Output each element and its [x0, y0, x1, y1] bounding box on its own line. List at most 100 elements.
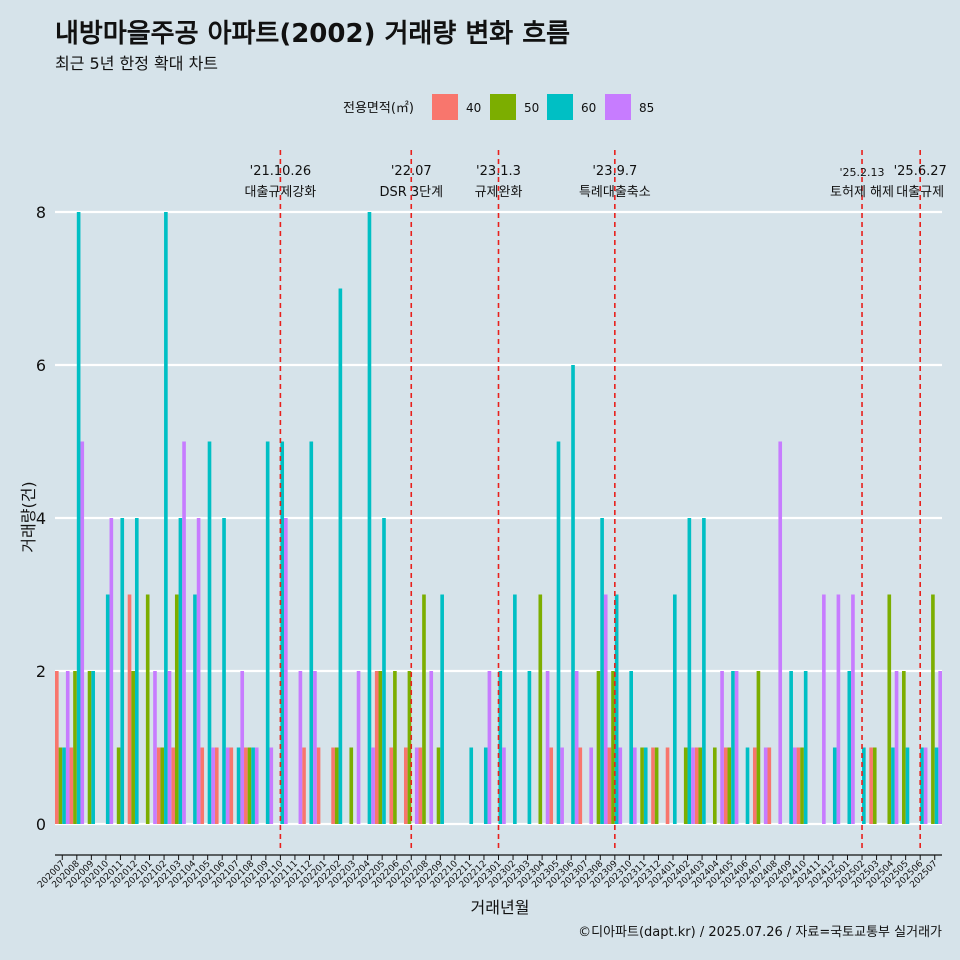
- bar-85-202507: [938, 671, 942, 824]
- bar-85-202104: [196, 518, 201, 824]
- legend-key-40: [432, 94, 458, 120]
- bar-60-202309: [614, 594, 619, 824]
- bar-85-202208: [429, 671, 434, 824]
- bar-50-202309: [611, 671, 615, 824]
- bar-50-202103: [174, 594, 179, 824]
- bar-85-202301: [502, 747, 506, 824]
- bar-60-202211: [469, 747, 474, 824]
- bar-50-202407: [756, 671, 761, 824]
- bar-85-202010: [109, 518, 114, 824]
- bar-60-202310: [629, 671, 634, 824]
- bar-50-202507: [931, 594, 935, 824]
- bar-50-202206: [393, 671, 397, 824]
- x-axis: 2020072020082020092020102020112020122021…: [36, 854, 942, 890]
- bar-85-202008: [80, 441, 85, 824]
- bar-60-202106: [222, 518, 226, 824]
- bar-40-202206: [389, 747, 394, 824]
- bar-50-202102: [160, 747, 165, 824]
- bar-60-202302: [513, 594, 517, 824]
- bar-85-202203: [356, 671, 361, 824]
- bar-50-202403: [698, 747, 703, 824]
- y-tick-label: 6: [36, 356, 46, 375]
- y-tick-label: 2: [36, 662, 46, 681]
- bar-40-202403: [694, 747, 699, 824]
- bar-60-202102: [164, 212, 168, 824]
- bar-60-202502: [862, 747, 866, 824]
- bar-40-202103: [171, 747, 175, 824]
- bar-85-202501: [851, 594, 855, 824]
- bar-85-202105: [211, 747, 215, 824]
- bar-50-202207: [407, 671, 412, 824]
- bar-50-202312: [654, 747, 659, 824]
- bar-60-202209: [440, 594, 444, 824]
- bar-85-202107: [240, 671, 245, 824]
- event-date: '23.1.3: [476, 164, 521, 179]
- bar-60-202405: [731, 671, 735, 824]
- bar-60-202401: [672, 594, 677, 824]
- bar-85-202310: [633, 747, 637, 824]
- bar-50-202311: [640, 747, 644, 824]
- bar-60-202410: [803, 671, 808, 824]
- bar-50-202203: [349, 747, 354, 824]
- bar-85-202207: [414, 747, 419, 824]
- bar-85-202506: [923, 747, 928, 824]
- event-label: 규제완화: [475, 185, 523, 200]
- bar-60-202505: [905, 747, 910, 824]
- bar-40-202401: [665, 747, 670, 824]
- chart-subtitle: 최근 5년 한정 확대 차트: [55, 54, 218, 73]
- y-axis-label: 거래량(건): [19, 481, 38, 552]
- bar-85-202404: [720, 671, 724, 824]
- bar-60-202204: [367, 212, 372, 824]
- legend-key-60: [547, 94, 573, 120]
- bar-85-202204: [371, 747, 375, 824]
- x-axis-label: 거래년월: [471, 898, 530, 917]
- bar-40-202108: [244, 747, 248, 824]
- bar-85-202007: [65, 671, 70, 824]
- bar-40-202407: [752, 747, 757, 824]
- bar-85-202108: [254, 747, 259, 824]
- legend-label: 85: [639, 101, 654, 115]
- bar-85-202412: [836, 594, 841, 824]
- chart-title: 내방마을주공 아파트(2002) 거래량 변화 흐름: [55, 19, 570, 49]
- event-date: '22.07: [391, 164, 432, 179]
- y-tick-label: 0: [36, 815, 46, 834]
- bar-85-202402: [691, 747, 695, 824]
- bar-60-202212: [483, 747, 488, 824]
- bar-85-202306: [574, 671, 579, 824]
- bar-85-202106: [225, 747, 230, 824]
- bar-50-202504: [887, 594, 892, 824]
- bar-60-202010: [105, 594, 110, 824]
- event-markers: '21.10.26 대출규제강화 '22.07 DSR 3단계 '23.1.3 규제완화 '…: [245, 150, 947, 852]
- bar-85-202411: [822, 594, 826, 824]
- bar-60-202506: [920, 747, 924, 824]
- bar-40-202008: [69, 747, 74, 824]
- bar-85-202307: [589, 747, 594, 824]
- bar-50-202405: [727, 747, 732, 824]
- bar-85-202409: [792, 747, 797, 824]
- bar-85-202110: [284, 518, 288, 824]
- bar-50-202008: [73, 671, 77, 824]
- bar-40-202207: [403, 747, 408, 824]
- bar-60-202109: [265, 441, 270, 824]
- bar-85-202102: [167, 671, 172, 824]
- y-axis: 0 2 4 6 8: [36, 203, 46, 834]
- bar-50-202205: [378, 671, 383, 824]
- bar-60-202308: [600, 518, 604, 824]
- event-date: '21.10.26: [250, 164, 311, 179]
- caption: ©디아파트(dapt.kr) / 2025.07.26 / 자료=국토교통부 실…: [578, 925, 942, 940]
- bar-60-202104: [193, 594, 197, 824]
- bar-40-202205: [374, 671, 379, 824]
- event-date: '25.2.13: [840, 166, 885, 179]
- bar-40-202102: [156, 747, 161, 824]
- bar-60-202202: [338, 288, 343, 824]
- bar-50-202108: [247, 747, 252, 824]
- bar-40-202503: [869, 747, 873, 824]
- bar-60-202107: [236, 747, 241, 824]
- bar-85-202504: [894, 671, 899, 824]
- bar-50-202410: [800, 747, 804, 824]
- bar-50-202505: [902, 671, 906, 824]
- bar-40-202208: [418, 747, 423, 824]
- bar-60-202305: [556, 441, 561, 824]
- bar-40-202202: [331, 747, 335, 824]
- bar-60-202301: [498, 671, 503, 824]
